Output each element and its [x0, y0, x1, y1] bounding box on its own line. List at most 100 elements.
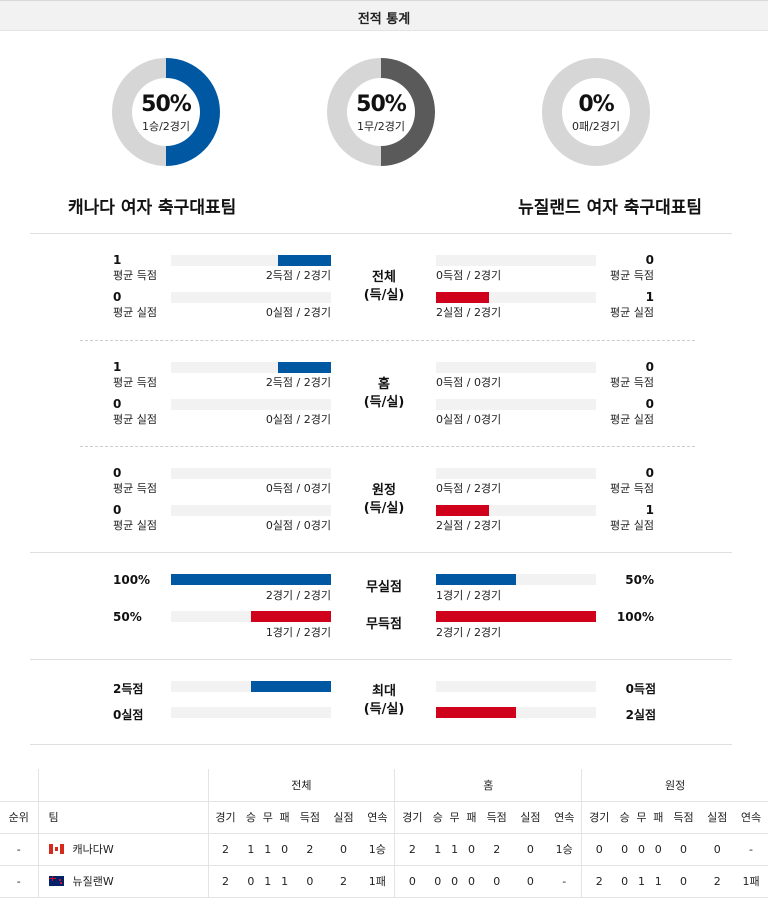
home-stat-cell: 1: [446, 833, 464, 866]
away-rate-value: 50%: [625, 573, 654, 587]
home-avg-label: 평균 실점: [113, 519, 157, 532]
home-bar-fill: [278, 362, 331, 373]
home-avg-value: 1: [113, 253, 122, 267]
home-fraction: 1경기 / 2경기: [265, 626, 331, 639]
donut-chart-2: 50% 1무/2경기: [327, 58, 435, 166]
max-label: 최대 (득/실): [363, 684, 405, 717]
total-stat-cell: 0: [242, 865, 260, 898]
away-stat-cell: 0: [616, 833, 634, 866]
home-team-name[interactable]: 캐나다 여자 축구대표팀: [68, 198, 237, 218]
away-avg-value: 0: [645, 253, 654, 267]
team-link[interactable]: 캐나다W: [72, 843, 114, 856]
home-stat-cell: 1: [429, 833, 447, 866]
away-fraction: 0실점 / 0경기: [436, 413, 502, 426]
section-label: 원정 (득/실): [363, 483, 405, 516]
donut-chart-3: 0% 0패/2경기: [542, 58, 650, 166]
away-bar-track: [436, 505, 596, 516]
home-fraction: 0득점 / 0경기: [265, 482, 331, 495]
home-fraction: 2득점 / 2경기: [265, 269, 331, 282]
home-bar-track: [171, 399, 331, 410]
away-team-name[interactable]: 뉴질랜드 여자 축구대표팀: [518, 198, 702, 218]
col-header-home: 연속: [547, 801, 582, 834]
donut-record: 1무/2경기: [356, 120, 406, 133]
away-bar-track: [436, 468, 596, 479]
col-header-total: 실점: [326, 801, 361, 834]
team-header: 팀: [37, 801, 208, 834]
home-avg-label: 평균 실점: [113, 306, 157, 319]
home-avg-label: 평균 득점: [113, 269, 157, 282]
home-bar-track: [171, 681, 331, 692]
donut-percent: 50%: [356, 92, 407, 117]
donut-record: 1승/2경기: [141, 120, 191, 133]
section-label: 홈 (득/실): [363, 377, 405, 410]
away-bar-fill: [436, 292, 489, 303]
home-stat-cell: 0: [463, 833, 480, 866]
home-avg-label: 평균 득점: [113, 376, 157, 389]
divider: [30, 233, 732, 234]
home-stat-cell: 2: [479, 833, 514, 866]
col-header-total: 득점: [293, 801, 327, 834]
divider: [30, 744, 732, 745]
home-max-value: 2득점: [113, 682, 144, 696]
away-avg-value: 0: [645, 397, 654, 411]
donut-chart-1: 50% 1승/2경기: [112, 58, 220, 166]
home-stat-cell: 0: [463, 865, 480, 898]
home-fraction: 0실점 / 2경기: [265, 306, 331, 319]
home-avg-value: 0: [113, 466, 122, 480]
home-bar-fill: [251, 611, 331, 622]
home-bar-track: [171, 505, 331, 516]
away-avg-value: 0: [645, 466, 654, 480]
home-fraction: 0실점 / 0경기: [265, 519, 331, 532]
away-bar-fill: [436, 707, 516, 718]
away-stat-cell: -: [734, 833, 768, 866]
home-stat-cell: 1승: [547, 833, 582, 866]
home-stat-cell: 2: [394, 833, 430, 866]
table-row[interactable]: - 캐나다W 2 1 1 0 2 0 1승 2 1 1 0 2 0 1승 0 0 0 0 0 0-: [0, 833, 768, 866]
home-bar-track: [171, 292, 331, 303]
col-header-home: 패: [463, 801, 480, 834]
total-stat-cell: 2: [207, 865, 243, 898]
away-fraction: 2실점 / 2경기: [436, 306, 502, 319]
group-header-home: 홈: [394, 769, 582, 802]
away-stat-cell: 0: [633, 833, 650, 866]
rank-cell: -: [0, 865, 38, 898]
away-stat-cell: 1: [633, 865, 650, 898]
clean-label: 무득점: [366, 617, 402, 632]
total-stat-cell: 1: [242, 833, 260, 866]
col-header-away: 실점: [700, 801, 735, 834]
away-avg-label: 평균 실점: [610, 519, 654, 532]
away-max-value: 0득점: [625, 682, 656, 696]
away-bar-fill: [436, 505, 489, 516]
away-avg-label: 평균 득점: [610, 269, 654, 282]
team-link[interactable]: 뉴질랜W: [72, 875, 114, 888]
away-fraction: 1경기 / 2경기: [436, 589, 502, 602]
col-header-away: 승: [616, 801, 634, 834]
col-header-away: 득점: [666, 801, 701, 834]
dotted-divider: [80, 446, 695, 447]
home-fraction: 2득점 / 2경기: [265, 376, 331, 389]
col-header-away: 경기: [581, 801, 617, 834]
away-stat-cell: 0: [666, 833, 701, 866]
away-stat-cell: 1패: [734, 865, 768, 898]
away-avg-label: 평균 실점: [610, 306, 654, 319]
home-avg-label: 평균 득점: [113, 482, 157, 495]
section-header: 전적 통계: [0, 0, 768, 31]
away-stat-cell: 1: [649, 865, 667, 898]
away-rate-value: 100%: [616, 610, 654, 624]
home-bar-fill: [278, 255, 331, 266]
home-bar-track: [171, 707, 331, 718]
team-cell[interactable]: 뉴질랜W: [37, 865, 208, 898]
col-header-home: 승: [429, 801, 447, 834]
total-stat-cell: 2: [293, 833, 327, 866]
total-stat-cell: 1승: [360, 833, 395, 866]
away-fraction: 0득점 / 2경기: [436, 482, 502, 495]
team-cell[interactable]: 캐나다W: [37, 833, 208, 866]
home-rate-value: 50%: [113, 610, 142, 624]
home-stat-cell: 0: [429, 865, 447, 898]
away-fraction: 2실점 / 2경기: [436, 519, 502, 532]
home-bar-fill: [171, 574, 331, 585]
away-bar-track: [436, 292, 596, 303]
donut-percent: 0%: [578, 92, 614, 117]
col-header-away: 무: [633, 801, 650, 834]
table-row[interactable]: - 뉴질랜W 2 0 1 1 0 2 1패 0 0 0 0 0 0-2 0 1 1 0 2 1패: [0, 865, 768, 898]
